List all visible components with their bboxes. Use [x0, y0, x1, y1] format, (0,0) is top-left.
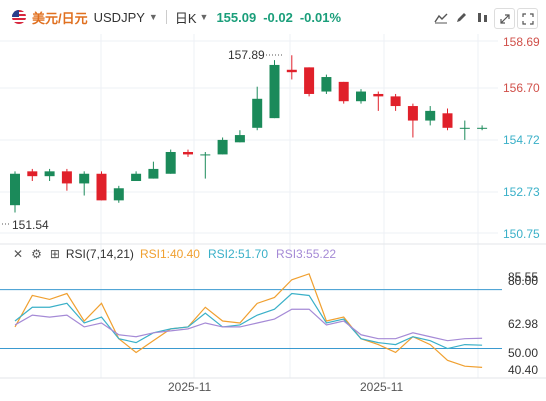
- expand-icon[interactable]: [494, 8, 515, 29]
- rsi-name: RSI(7,14,21): [65, 247, 134, 261]
- x-tick-label: 2025-11: [360, 380, 403, 394]
- candle-up: [217, 139, 228, 155]
- price-tick-label: 150.75: [503, 227, 540, 241]
- candle-up: [10, 173, 20, 206]
- timeframe-chevron-icon[interactable]: ▼: [199, 12, 209, 22]
- rsi-header: ✕ ⚙ ⊞ RSI(7,14,21) RSI1:40.40 RSI2:51.70…: [0, 245, 336, 263]
- candle-down: [442, 113, 453, 128]
- candle-down: [373, 93, 384, 97]
- current-price: 155.09: [216, 9, 257, 25]
- candle-up: [165, 151, 176, 174]
- candle-up: [200, 154, 211, 156]
- x-tick-label: 2025-11: [168, 380, 211, 394]
- candlestick-series: [2, 54, 488, 225]
- rsi-tick-label: 40.40: [508, 363, 538, 377]
- candle-down: [27, 171, 38, 177]
- candle-up: [131, 173, 142, 182]
- candle-up: [459, 127, 470, 129]
- rsi1-line: [14, 273, 483, 368]
- candle-up: [79, 173, 90, 184]
- rsi2-value: RSI2:51.70: [207, 247, 269, 261]
- us-flag-icon: [12, 10, 26, 24]
- line-chart-icon[interactable]: [431, 8, 450, 27]
- price-change: -0.02: [263, 9, 293, 25]
- candle-down: [96, 173, 107, 201]
- candle-up: [269, 64, 280, 119]
- pencil-icon[interactable]: [452, 8, 471, 27]
- candle-up: [113, 188, 124, 201]
- candle-up: [425, 110, 436, 121]
- rsi1-value: RSI1:40.40: [139, 247, 200, 261]
- collapse-icon[interactable]: ✕: [13, 247, 24, 261]
- settings-sliders-icon[interactable]: [473, 8, 492, 27]
- candle-down: [407, 106, 418, 121]
- candle-up: [321, 77, 332, 92]
- rsi2-line: [14, 292, 483, 350]
- pair-name[interactable]: 美元/日元: [32, 10, 88, 26]
- high-annotation: 157.89: [228, 48, 265, 62]
- rsi-tick-label: 50.00: [508, 346, 538, 360]
- chevron-down-icon[interactable]: ▼: [148, 12, 158, 22]
- price-tick-label: 158.69: [503, 35, 540, 49]
- candle-up: [148, 168, 159, 179]
- price-tick-label: 156.70: [503, 81, 540, 95]
- candle-down: [286, 69, 297, 73]
- rsi3-value: RSI3:55.22: [276, 247, 337, 261]
- candle-down: [61, 171, 72, 184]
- candle-down: [304, 67, 315, 94]
- candle-down: [338, 81, 349, 102]
- candle-up: [234, 135, 245, 143]
- toolbar: [429, 8, 538, 29]
- candle-up: [477, 127, 488, 129]
- price-tick-label: 154.72: [503, 133, 540, 147]
- candle-up: [44, 171, 55, 177]
- rsi-series: [0, 273, 502, 368]
- low-annotation: 151.54: [12, 218, 49, 232]
- settings-icon[interactable]: ⚙: [31, 247, 42, 261]
- fullscreen-icon[interactable]: [517, 8, 538, 29]
- candle-up: [356, 91, 366, 102]
- symbol-label[interactable]: USDJPY: [93, 9, 145, 25]
- grid-lines: [0, 34, 546, 379]
- rsi-tick-label: 85.55: [508, 270, 538, 284]
- indicator-icon[interactable]: ⊞: [49, 247, 60, 261]
- rsi-tick-label: 62.98: [508, 317, 538, 331]
- price-change-percent: -0.01%: [299, 9, 342, 25]
- timeframe-label[interactable]: 日K: [174, 10, 197, 26]
- divider: [165, 10, 167, 24]
- rsi-tick-label: 80.00: [508, 274, 538, 288]
- candle-down: [390, 96, 401, 107]
- candle-up: [252, 98, 263, 128]
- rsi3-line: [14, 308, 483, 342]
- candle-down: [183, 151, 193, 155]
- chart-header: 美元/日元 USDJPY ▼ 日K ▼ 155.09 -0.02 -0.01%: [0, 0, 546, 34]
- price-tick-label: 152.73: [503, 185, 540, 199]
